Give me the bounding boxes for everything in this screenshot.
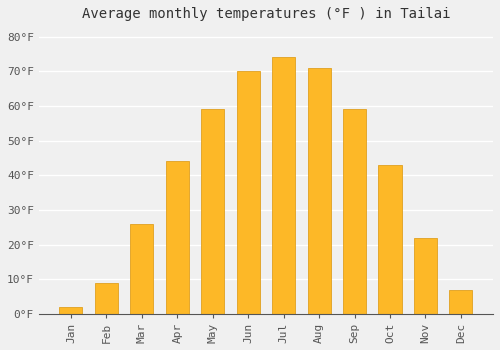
Bar [414,238,437,314]
Title: Average monthly temperatures (°F ) in Tailai: Average monthly temperatures (°F ) in Ta… [82,7,450,21]
Bar [378,165,402,314]
Bar [343,110,366,314]
Bar [450,289,472,314]
Bar [308,68,330,314]
Bar [130,224,154,314]
Bar [272,57,295,314]
Bar [236,71,260,314]
Bar [201,110,224,314]
Bar [166,161,189,314]
Bar [95,282,118,314]
Bar [60,307,82,314]
